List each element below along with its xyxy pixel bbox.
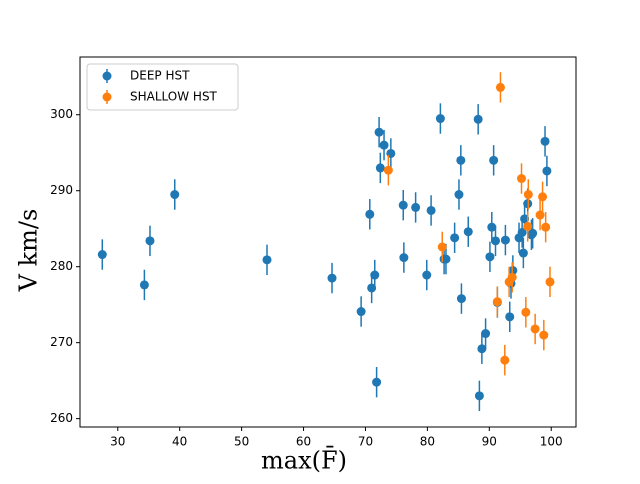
x-tick-label: 80: [420, 435, 435, 449]
data-point: [356, 307, 366, 317]
data-point: [370, 270, 380, 280]
data-point: [145, 236, 155, 246]
data-point: [540, 136, 550, 146]
data-point: [456, 294, 466, 304]
data-point: [372, 377, 382, 387]
data-point: [398, 200, 408, 210]
y-tick-label: 260: [50, 411, 73, 425]
data-point: [535, 210, 545, 220]
data-point: [542, 166, 552, 176]
data-point: [495, 82, 505, 92]
data-point: [456, 155, 466, 165]
y-tick-label: 280: [50, 259, 73, 273]
data-point: [517, 174, 527, 184]
data-point: [505, 312, 515, 322]
x-tick-label: 40: [172, 435, 187, 449]
x-tick-label: 60: [296, 435, 311, 449]
data-point: [426, 205, 436, 215]
legend-marker: [102, 92, 112, 102]
data-point: [463, 227, 473, 237]
data-point: [487, 222, 497, 232]
data-point: [539, 330, 549, 340]
y-tick-label: 290: [50, 183, 73, 197]
data-point: [170, 190, 180, 200]
data-point: [523, 190, 533, 200]
data-point: [383, 165, 393, 175]
data-point: [521, 307, 531, 317]
data-point: [474, 391, 484, 401]
data-point: [545, 277, 555, 287]
x-tick-label: 100: [540, 435, 563, 449]
data-point: [541, 222, 551, 232]
plot-frame: [79, 56, 577, 428]
data-point: [262, 255, 272, 265]
x-axis-label: max(F̄): [261, 446, 347, 474]
y-tick-label: 300: [50, 107, 73, 121]
data-point: [485, 252, 495, 262]
data-point: [489, 155, 499, 165]
legend-marker: [102, 71, 112, 81]
data-point: [530, 324, 540, 334]
data-point: [507, 272, 517, 282]
data-point: [528, 228, 538, 238]
data-point: [375, 163, 385, 173]
x-tick-label: 90: [482, 435, 497, 449]
data-point: [491, 236, 501, 246]
data-point: [518, 248, 528, 258]
data-point: [367, 283, 377, 293]
legend-box: [86, 63, 239, 111]
data-point: [523, 221, 533, 231]
data-point: [435, 114, 445, 124]
data-point: [411, 202, 421, 212]
data-point: [365, 209, 375, 219]
x-tick-label: 30: [110, 435, 125, 449]
data-point: [450, 233, 460, 243]
y-axis-label: V km/s: [15, 209, 43, 293]
legend-label: DEEP HST: [130, 69, 190, 83]
legend-label: SHALLOW HST: [130, 90, 218, 104]
data-point: [139, 280, 149, 290]
data-point: [500, 355, 510, 365]
data-point: [422, 270, 432, 280]
data-point: [441, 254, 451, 264]
data-point: [538, 192, 548, 202]
data-point: [500, 235, 510, 245]
data-point: [454, 190, 464, 200]
data-point: [437, 242, 447, 252]
data-point: [473, 114, 483, 124]
data-point: [477, 344, 487, 354]
data-point: [481, 329, 491, 339]
x-tick-label: 70: [358, 435, 373, 449]
data-point: [520, 214, 530, 224]
data-point: [492, 297, 502, 307]
x-tick-label: 50: [234, 435, 249, 449]
data-point: [399, 253, 409, 263]
data-point: [374, 127, 384, 137]
data-point: [327, 273, 337, 283]
data-point: [97, 250, 107, 260]
data-point: [379, 140, 389, 150]
y-tick-label: 270: [50, 335, 73, 349]
